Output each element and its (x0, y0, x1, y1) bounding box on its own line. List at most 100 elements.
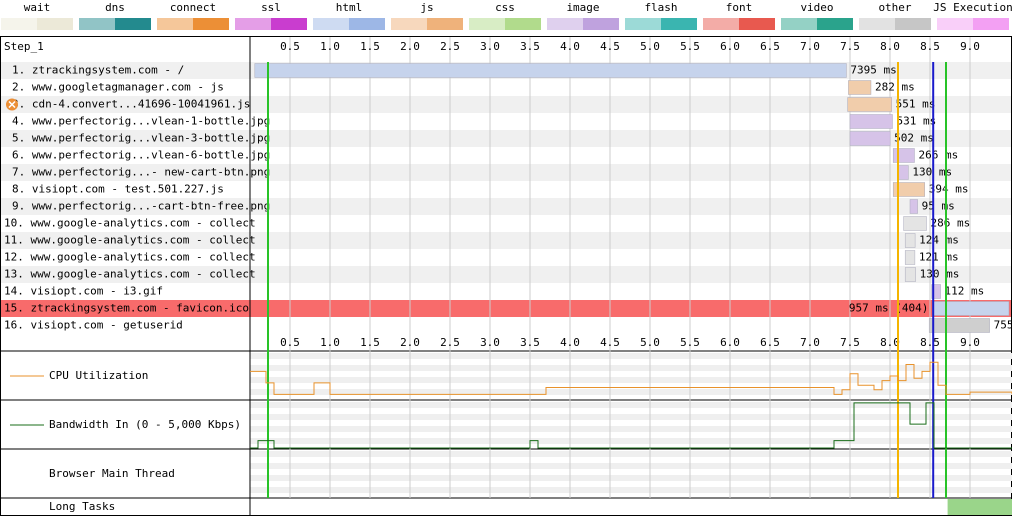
legend-label: connect (170, 1, 216, 14)
error-icon-x (8, 100, 16, 109)
row-bg (1, 317, 1011, 334)
duration-label: 121 ms (919, 251, 959, 264)
panel-stripe (250, 414, 1012, 420)
x-tick-label: 4.0 (560, 40, 580, 53)
x-tick-label: 6.0 (720, 336, 740, 349)
x-tick-label: 6.5 (760, 336, 780, 349)
panel-stripe (250, 389, 1012, 395)
panel-label: CPU Utilization (49, 369, 148, 382)
request-bar (847, 97, 892, 112)
request-bar (904, 267, 916, 282)
row-bg (1, 300, 1011, 317)
row-bg (1, 198, 1011, 215)
row-label: 11. www.google-analytics.com - collect (4, 234, 256, 247)
row-bg (1, 232, 1011, 249)
row-label: 7. www.perfectorig...- new-cart-btn.png (12, 166, 270, 179)
legend-label: other (878, 1, 911, 14)
row-label: 12. www.google-analytics.com - collect (4, 251, 256, 264)
duration-label: 502 ms (894, 132, 934, 145)
panel-stripe (250, 353, 1012, 359)
request-bar (849, 114, 893, 129)
row-bg (1, 164, 1011, 181)
legend-swatch (427, 18, 463, 30)
legend-swatch (271, 18, 307, 30)
row-bg (1, 266, 1011, 283)
x-tick-label: 7.0 (800, 40, 820, 53)
x-tick-label: 3.5 (520, 336, 540, 349)
legend-swatch (349, 18, 385, 30)
request-bar (904, 250, 916, 265)
row-label: 6. www.perfectorig...vlean-6-bottle.jpg (12, 149, 270, 162)
x-tick-label: 8.5 (920, 336, 940, 349)
request-bar (909, 199, 918, 214)
panel-stripe (250, 451, 1012, 457)
x-tick-label: 6.5 (760, 40, 780, 53)
x-tick-label: 8.0 (880, 40, 900, 53)
x-tick-label: 3.0 (480, 336, 500, 349)
panel-stripe (250, 426, 1012, 432)
duration-label: 266 ms (918, 149, 958, 162)
legend-swatch (973, 18, 1009, 30)
x-tick-label: 5.5 (680, 336, 700, 349)
panel-label: Long Tasks (49, 500, 115, 513)
row-label: 1. ztrackingsystem.com - / (12, 64, 184, 77)
legend-swatch (739, 18, 775, 30)
row-bg (1, 181, 1011, 198)
row-label: 13. www.google-analytics.com - collect (4, 268, 256, 281)
request-bar (932, 301, 1010, 316)
duration-label: 112 ms (945, 285, 985, 298)
row-label: 16. visiopt.com - getuserid (4, 319, 183, 332)
legend-label: js (420, 1, 433, 14)
panel-label: Bandwidth In (0 - 5,000 Kbps) (49, 418, 241, 431)
x-tick-label: 4.5 (600, 40, 620, 53)
request-bar (892, 148, 915, 163)
duration-label: 957 ms (404) (849, 302, 928, 315)
legend-swatch (817, 18, 853, 30)
legend-swatch (193, 18, 229, 30)
legend-label: css (495, 1, 515, 14)
row-label: 10. www.google-analytics.com - collect (4, 217, 256, 230)
x-tick-label: 1.0 (320, 40, 340, 53)
x-tick-label: 1.5 (360, 336, 380, 349)
legend-label: html (336, 1, 363, 14)
row-label: 9. www.perfectorig...-cart-btn-free.png (12, 200, 270, 213)
x-tick-label: 3.5 (520, 40, 540, 53)
legend-swatch (505, 18, 541, 30)
x-tick-label: 7.5 (840, 336, 860, 349)
x-tick-label: 6.0 (720, 40, 740, 53)
duration-label: 124 ms (919, 234, 959, 247)
legend-label: dns (105, 1, 125, 14)
request-bar (897, 165, 909, 180)
x-tick-label: 0.5 (280, 40, 300, 53)
long-task (947, 499, 1012, 515)
x-tick-label: 5.0 (640, 336, 660, 349)
panel-stripe (250, 365, 1012, 371)
x-tick-label: 2.5 (440, 336, 460, 349)
x-tick-label: 5.5 (680, 40, 700, 53)
x-tick-label: 0.5 (280, 336, 300, 349)
row-label: 4. www.perfectorig...vlean-1-bottle.jpg (12, 115, 270, 128)
duration-label: 755 ms (994, 319, 1012, 332)
x-tick-label: 2.0 (400, 40, 420, 53)
row-label: 5. www.perfectorig...vlean-3-bottle.jpg (12, 132, 270, 145)
row-label: 2. www.googletagmanager.com - js (12, 81, 224, 94)
legend-swatch (583, 18, 619, 30)
step-label: Step_1 (4, 40, 44, 53)
x-tick-label: 8.0 (880, 336, 900, 349)
duration-label: 7395 ms (850, 64, 896, 77)
cpu-line (250, 361, 1012, 395)
legend-swatch (895, 18, 931, 30)
duration-label: 551 ms (896, 98, 936, 111)
x-tick-label: 9.0 (960, 336, 980, 349)
legend-label: flash (644, 1, 677, 14)
x-tick-label: 1.0 (320, 336, 340, 349)
request-bar (848, 80, 872, 95)
row-bg (1, 147, 1011, 164)
legend-label: JS Execution (933, 1, 1012, 14)
x-tick-label: 8.5 (920, 40, 940, 53)
row-label: 3. cdn-4.convert...41696-10041961.js (12, 98, 250, 111)
legend-label: video (800, 1, 833, 14)
request-bar (904, 233, 916, 248)
panel-stripe (250, 377, 1012, 383)
duration-label: 95 ms (922, 200, 955, 213)
